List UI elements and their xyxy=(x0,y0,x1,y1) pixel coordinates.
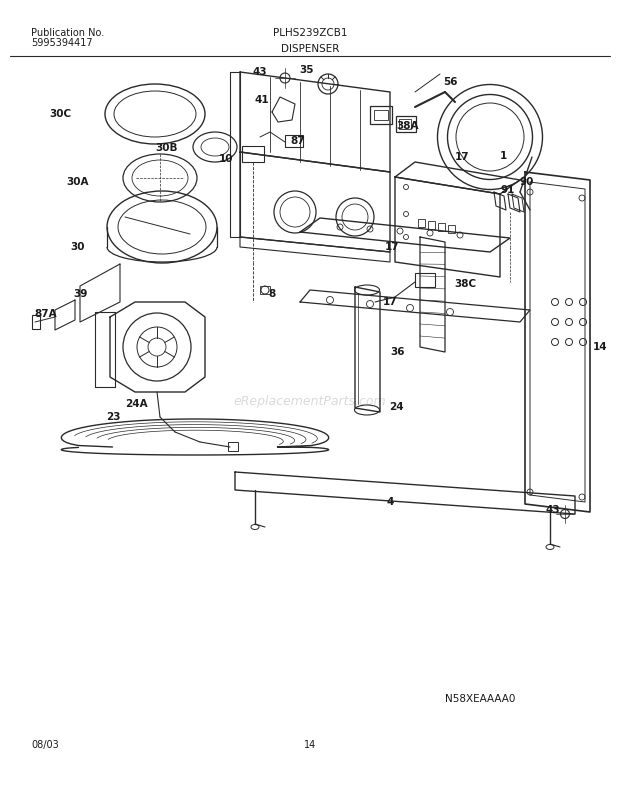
Text: 5995394417: 5995394417 xyxy=(31,38,92,48)
Text: 87A: 87A xyxy=(35,309,57,319)
Text: 10: 10 xyxy=(219,154,233,164)
Bar xyxy=(370,106,392,124)
Text: 17: 17 xyxy=(454,152,469,162)
Bar xyxy=(399,119,411,129)
Bar xyxy=(32,315,40,329)
Bar xyxy=(228,442,238,451)
Text: 30B: 30B xyxy=(156,143,179,153)
Text: 41: 41 xyxy=(255,95,269,105)
Text: 56: 56 xyxy=(443,77,458,87)
Text: 1: 1 xyxy=(499,151,507,161)
Text: 39: 39 xyxy=(73,289,87,299)
Bar xyxy=(415,273,435,287)
Bar xyxy=(374,110,388,120)
Text: 24A: 24A xyxy=(125,399,148,409)
Bar xyxy=(448,225,455,233)
Text: 14: 14 xyxy=(304,740,316,750)
Text: 38A: 38A xyxy=(397,121,419,131)
Text: 08/03: 08/03 xyxy=(31,740,59,750)
Bar xyxy=(418,219,425,227)
Text: 30A: 30A xyxy=(67,177,89,187)
Text: 91: 91 xyxy=(501,185,515,195)
Text: 35: 35 xyxy=(299,65,314,75)
Text: 14: 14 xyxy=(593,342,608,352)
Text: 90: 90 xyxy=(520,177,534,187)
Bar xyxy=(242,146,264,162)
Text: 30C: 30C xyxy=(49,109,71,119)
Text: 43: 43 xyxy=(546,505,560,515)
Bar xyxy=(428,221,435,229)
Bar xyxy=(285,135,303,147)
Bar xyxy=(260,286,270,294)
Bar xyxy=(396,116,416,132)
Text: 38C: 38C xyxy=(454,279,476,289)
Text: 87: 87 xyxy=(291,136,305,146)
Text: 8: 8 xyxy=(268,289,276,299)
Text: N58XEAAAA0: N58XEAAAA0 xyxy=(445,694,515,704)
Text: DISPENSER: DISPENSER xyxy=(281,44,339,54)
Text: 17: 17 xyxy=(383,297,397,307)
Text: 30: 30 xyxy=(71,242,86,252)
Bar xyxy=(438,223,445,231)
Text: PLHS239ZCB1: PLHS239ZCB1 xyxy=(273,28,347,38)
Text: eReplacementParts.com: eReplacementParts.com xyxy=(234,395,386,409)
Text: 23: 23 xyxy=(106,412,120,422)
Text: 36: 36 xyxy=(391,347,405,357)
Text: 43: 43 xyxy=(253,67,267,77)
Text: 4: 4 xyxy=(386,497,394,507)
Text: 24: 24 xyxy=(389,402,404,412)
Text: Publication No.: Publication No. xyxy=(31,28,104,38)
Text: 17: 17 xyxy=(384,242,399,252)
